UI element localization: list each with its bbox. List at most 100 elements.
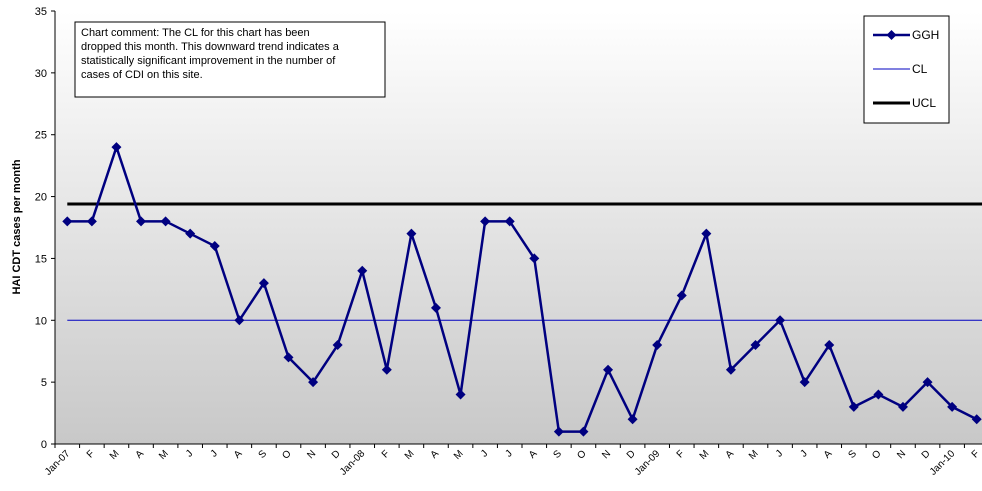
data-point xyxy=(553,426,564,437)
data-point xyxy=(332,340,343,351)
data-point xyxy=(799,377,810,388)
x-tick-label: N xyxy=(600,448,613,461)
x-tick-label: M xyxy=(403,448,417,462)
y-tick-label: 30 xyxy=(35,68,47,80)
data-point xyxy=(209,241,220,252)
x-tick-label: J xyxy=(184,448,195,459)
x-tick-label: J xyxy=(798,448,809,459)
data-point xyxy=(308,377,319,388)
legend: GGH CL UCL xyxy=(863,15,950,124)
data-point xyxy=(873,389,884,400)
y-tick-label: 15 xyxy=(35,253,47,265)
x-tick-label: S xyxy=(846,448,859,461)
x-tick-label: F xyxy=(85,448,97,460)
x-tick-label: M xyxy=(452,448,466,462)
legend-cl-label: CL xyxy=(912,62,928,76)
data-point xyxy=(480,216,491,227)
y-tick-label: 25 xyxy=(35,130,47,142)
chart-comment-line: Chart comment: The CL for this chart has… xyxy=(81,27,310,39)
data-point xyxy=(185,228,196,239)
data-point xyxy=(701,228,712,239)
x-tick-label: M xyxy=(747,448,761,462)
data-point xyxy=(603,364,614,375)
x-tick-label: J xyxy=(209,448,220,459)
data-point xyxy=(750,340,761,351)
data-point xyxy=(848,401,859,412)
x-tick-label: M xyxy=(108,448,122,462)
chart-comment-box: Chart comment: The CL for this chart has… xyxy=(74,21,386,98)
data-point xyxy=(725,364,736,375)
x-tick-label: D xyxy=(625,448,638,461)
data-point xyxy=(430,302,441,313)
x-tick-label: A xyxy=(429,448,442,461)
data-point xyxy=(947,401,958,412)
y-tick-label: 35 xyxy=(35,6,47,18)
data-point xyxy=(455,389,466,400)
chart-comment-line: cases of CDI on this site. xyxy=(81,69,203,81)
data-point xyxy=(381,364,392,375)
data-point xyxy=(406,228,417,239)
data-point xyxy=(234,315,245,326)
x-tick-label: J xyxy=(774,448,785,459)
y-axis: 0 5 10 15 20 25 30 35 xyxy=(35,6,56,451)
series-line-ggh xyxy=(67,145,978,433)
x-tick-label: S xyxy=(551,448,564,461)
x-tick-label: F xyxy=(675,448,687,460)
y-tick-label: 5 xyxy=(41,377,47,389)
data-point xyxy=(971,414,982,425)
x-tick-label: O xyxy=(280,448,293,461)
data-point xyxy=(627,414,638,425)
x-tick-label: A xyxy=(134,448,147,461)
data-point xyxy=(775,315,786,326)
legend-ucl-label: UCL xyxy=(912,96,936,110)
x-tick-label: O xyxy=(870,448,883,461)
data-point xyxy=(897,401,908,412)
legend-ggh-marker xyxy=(886,30,897,40)
x-tick-label: A xyxy=(527,448,540,461)
data-point xyxy=(676,290,687,301)
x-tick-label: O xyxy=(575,448,588,461)
reference-lines xyxy=(67,202,982,321)
data-point xyxy=(160,216,171,227)
data-point xyxy=(578,426,589,437)
data-point xyxy=(504,216,515,227)
y-tick-label: 0 xyxy=(41,439,47,451)
x-tick-label: A xyxy=(724,448,737,461)
data-point xyxy=(529,253,540,264)
x-tick-label: N xyxy=(895,448,908,461)
data-point xyxy=(258,278,269,289)
x-tick-label: Jan-09 xyxy=(633,448,663,478)
x-tick-label: Jan-08 xyxy=(338,448,368,478)
x-tick-label: J xyxy=(479,448,490,459)
y-tick-label: 20 xyxy=(35,192,47,204)
legend-ggh-label: GGH xyxy=(912,28,939,42)
chart-comment-line: dropped this month. This downward trend … xyxy=(81,41,340,53)
x-tick-label: A xyxy=(232,448,245,461)
y-axis-label: HAI CDT cases per month xyxy=(11,159,23,294)
x-tick-label: M xyxy=(157,448,171,462)
x-tick-label: A xyxy=(822,448,835,461)
x-tick-label: F xyxy=(970,448,982,460)
series-ggh xyxy=(62,142,982,437)
data-point xyxy=(62,216,73,227)
data-point xyxy=(283,352,294,363)
data-point xyxy=(824,340,835,351)
y-tick-label: 10 xyxy=(35,315,47,327)
x-tick-label: D xyxy=(330,448,343,461)
x-tick-label: Jan-07 xyxy=(43,448,73,478)
data-point xyxy=(357,265,368,276)
data-point xyxy=(652,340,663,351)
x-tick-label: F xyxy=(380,448,392,460)
x-tick-label: D xyxy=(920,448,933,461)
data-point xyxy=(111,142,122,153)
chart-comment-line: statistically significant improvement in… xyxy=(81,55,336,67)
x-tick-label: N xyxy=(305,448,318,461)
x-tick-label: J xyxy=(504,448,515,459)
data-point xyxy=(922,377,933,388)
x-tick-label: S xyxy=(257,448,270,461)
data-point xyxy=(86,216,97,227)
x-tick-label: Jan-10 xyxy=(928,448,958,478)
data-point xyxy=(136,216,147,227)
